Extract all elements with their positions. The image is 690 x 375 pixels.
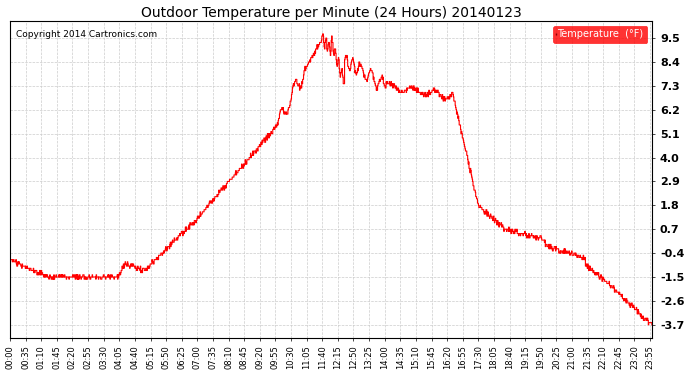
Text: Copyright 2014 Cartronics.com: Copyright 2014 Cartronics.com: [17, 30, 157, 39]
Title: Outdoor Temperature per Minute (24 Hours) 20140123: Outdoor Temperature per Minute (24 Hours…: [141, 6, 522, 20]
Legend: Temperature  (°F): Temperature (°F): [553, 26, 647, 44]
